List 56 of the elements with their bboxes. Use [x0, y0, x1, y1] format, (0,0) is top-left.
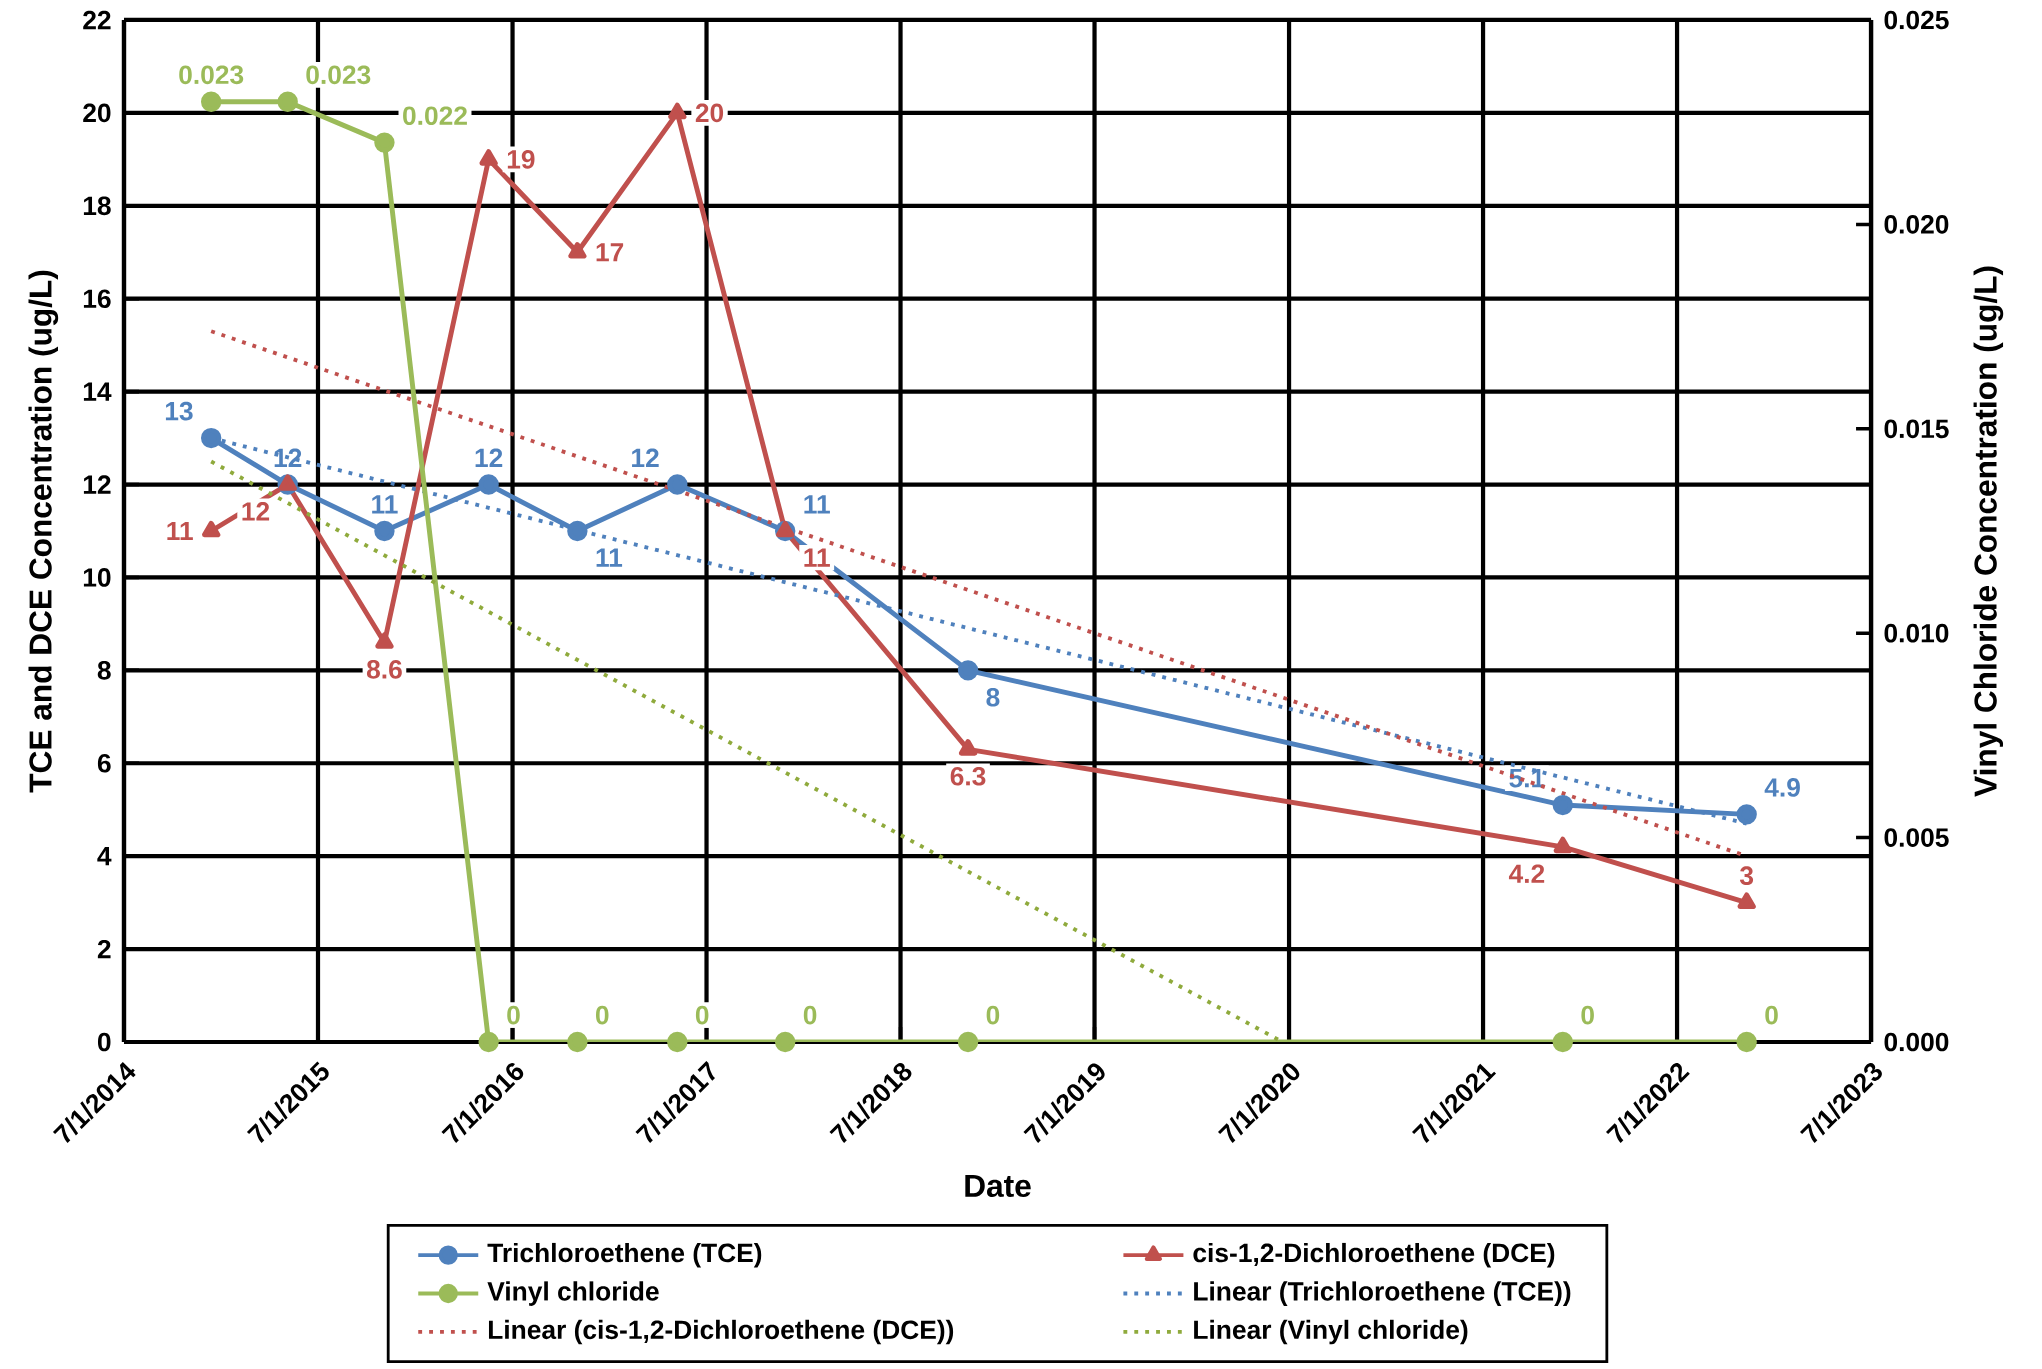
y-tick-label: 10: [83, 568, 111, 587]
y-tick-label: 12: [83, 475, 111, 494]
data-label: 0: [986, 1005, 1000, 1025]
data-label: 4.9: [1764, 778, 1800, 797]
data-label: 0.023: [179, 65, 244, 85]
y-tick-label: 14: [83, 382, 112, 401]
data-label: 12: [242, 502, 270, 521]
legend-label: Linear (Vinyl chloride): [1194, 1319, 1468, 1345]
data-label: 20: [695, 103, 724, 123]
y2-tick-label: 0.015: [1884, 419, 1949, 439]
y2-tick-label: 0.010: [1884, 623, 1949, 643]
data-label: 0.022: [403, 106, 467, 126]
data-label: 12: [632, 448, 659, 467]
data-label: 11: [596, 548, 623, 567]
data-label: 13: [165, 401, 193, 421]
data-label: 11: [372, 495, 398, 514]
data-label: 0: [695, 1005, 709, 1025]
y-tick-label: 16: [83, 289, 111, 309]
legend-label: Vinyl chloride: [487, 1281, 659, 1306]
data-label: 12: [274, 448, 302, 467]
data-label: 17: [596, 243, 624, 262]
y-tick-label: 22: [83, 10, 111, 30]
legend-label: Linear (cis-1,2-Dichloroethene (DCE)): [488, 1319, 954, 1345]
data-label: 11: [804, 495, 830, 514]
y2-tick-label: 0.020: [1884, 215, 1949, 234]
data-label: 0: [507, 1005, 520, 1025]
data-label: 8: [986, 687, 1000, 707]
x-axis-title: Date: [965, 1174, 1031, 1198]
data-label: 0.023: [306, 65, 371, 85]
y-tick-label: 2: [97, 939, 111, 959]
data-label: 4.2: [1508, 864, 1545, 883]
y-tick-label: 8: [97, 661, 111, 680]
legend-label: cis-1,2-Dichloroethene (DCE): [1193, 1242, 1555, 1268]
y-tick-label: 18: [83, 196, 111, 216]
data-label: 19: [507, 150, 535, 169]
y-tick-label: 0: [97, 1032, 111, 1052]
data-label: 0: [1581, 1005, 1594, 1025]
data-label: 11: [804, 548, 830, 567]
y-axis-title: TCE and DCE Concentration (ug/L): [28, 270, 59, 793]
data-label: 0: [803, 1005, 817, 1025]
data-label: 6.3: [950, 766, 986, 786]
legend-label: Linear (Trichloroethene (TCE)): [1194, 1281, 1571, 1306]
y-tick-label: 4: [97, 847, 112, 866]
data-label: 11: [167, 521, 193, 541]
y2-tick-label: 0.005: [1884, 828, 1949, 847]
data-label: 12: [475, 448, 503, 467]
y2-tick-label: 0.000: [1884, 1032, 1949, 1052]
y2-axis-title: Vinyl Chloride Concentration (ug/L): [1973, 266, 2004, 797]
data-label: 3: [1739, 866, 1754, 886]
y-tick-label: 6: [97, 753, 111, 773]
data-label: 0: [1765, 1005, 1778, 1025]
data-label: 0: [595, 1005, 609, 1025]
y2-tick-label: 0.025: [1884, 10, 1949, 30]
legend-label: Trichloroethene (TCE): [487, 1242, 762, 1268]
y-tick-label: 20: [83, 103, 111, 123]
data-label: 8.6: [366, 660, 402, 679]
